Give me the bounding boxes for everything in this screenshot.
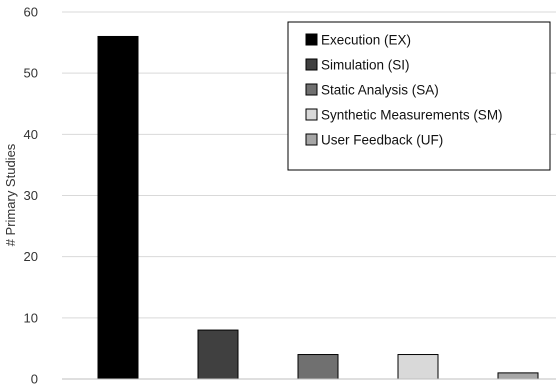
y-tick-label: 10 xyxy=(24,310,38,325)
legend-items: Execution (EX) Simulation (SI) Static Anal… xyxy=(305,33,503,148)
legend-swatch xyxy=(305,58,318,71)
bar xyxy=(197,329,239,380)
bar xyxy=(297,354,339,380)
legend-swatch xyxy=(305,133,318,146)
y-tick-label: 50 xyxy=(24,66,38,81)
legend-label: Simulation (SI) xyxy=(321,58,410,73)
y-axis-ticks: 0 10 20 30 40 50 60 xyxy=(24,5,38,387)
y-tick-label: 30 xyxy=(24,188,38,203)
y-tick-label: 40 xyxy=(24,127,38,142)
legend-label: Execution (EX) xyxy=(321,33,411,48)
y-axis-title: # Primary Studies xyxy=(3,143,18,246)
legend: Execution (EX) Simulation (SI) Static Anal… xyxy=(287,21,551,171)
y-tick-label: 0 xyxy=(31,372,38,387)
bar xyxy=(397,354,439,380)
legend-label: User Feedback (UF) xyxy=(321,133,443,148)
bar xyxy=(497,372,539,380)
bar xyxy=(97,35,139,380)
legend-label: Synthetic Measurements (SM) xyxy=(321,108,503,123)
y-tick-label: 20 xyxy=(24,249,38,264)
legend-label: Static Analysis (SA) xyxy=(321,83,439,98)
bars xyxy=(97,35,539,380)
legend-swatch xyxy=(305,108,318,121)
legend-box xyxy=(287,21,551,171)
y-tick-label: 60 xyxy=(24,5,38,20)
legend-swatch xyxy=(305,33,318,46)
legend-swatch xyxy=(305,83,318,96)
